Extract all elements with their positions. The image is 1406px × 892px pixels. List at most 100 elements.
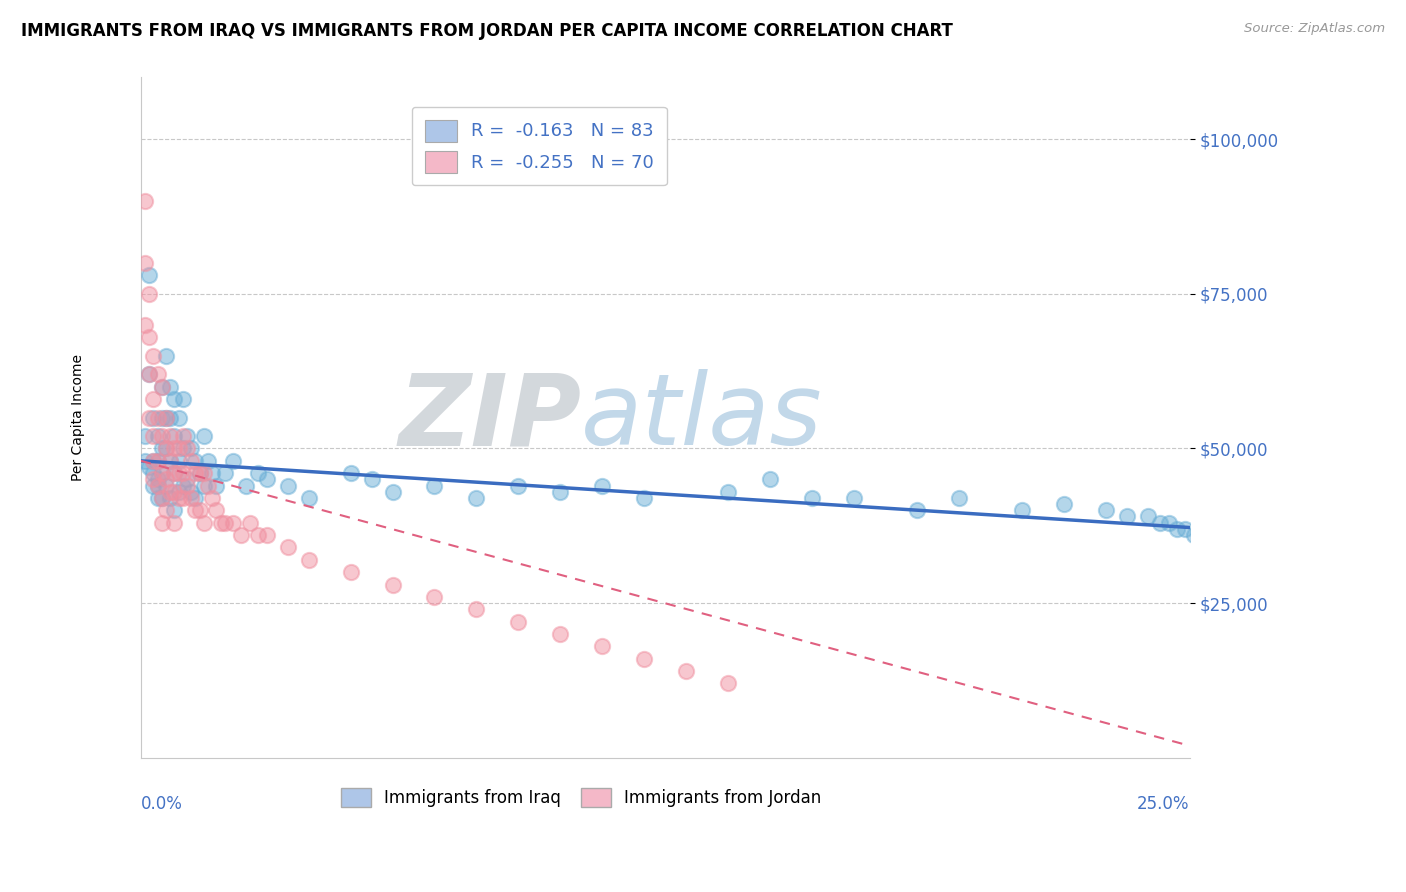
Point [134,318,156,332]
Point [163,484,186,499]
Point [176,472,198,486]
Point [1136,509,1159,524]
Point [172,491,194,505]
Point [277,541,299,555]
Point [235,478,257,492]
Point [1174,522,1197,536]
Point [1011,503,1033,517]
Text: Source: ZipAtlas.com: Source: ZipAtlas.com [1244,22,1385,36]
Point [159,429,181,443]
Point [381,484,404,499]
Point [150,466,173,480]
Point [142,454,165,468]
Point [591,478,613,492]
Point [150,466,173,480]
Point [138,410,160,425]
Point [214,516,236,530]
Point [150,516,173,530]
Point [201,466,224,480]
Point [423,478,446,492]
Point [205,503,228,517]
Text: ZIP: ZIP [398,369,581,466]
Point [142,472,165,486]
Point [163,466,186,480]
Point [193,429,215,443]
Point [163,516,186,530]
Point [842,491,865,505]
Point [167,454,190,468]
Point [142,410,165,425]
Point [1149,516,1171,530]
Point [159,491,181,505]
Point [247,466,270,480]
Point [193,466,215,480]
Point [231,528,253,542]
Point [163,503,186,517]
Point [214,466,236,480]
Point [155,478,177,492]
Point [163,442,186,456]
Point [138,286,160,301]
Y-axis label: Per Capita Income: Per Capita Income [72,354,86,481]
Point [1166,522,1188,536]
Point [550,484,572,499]
Point [180,484,202,499]
Point [423,590,446,604]
Point [142,429,165,443]
Point [209,516,232,530]
Point [222,516,245,530]
Point [150,410,173,425]
Point [172,478,194,492]
Point [193,516,215,530]
Point [159,379,181,393]
Point [205,478,228,492]
Point [138,330,160,344]
Point [633,651,655,665]
Point [138,368,160,382]
Point [1094,503,1116,517]
Point [633,491,655,505]
Point [508,615,530,629]
Point [167,466,190,480]
Point [1199,534,1222,549]
Point [239,516,262,530]
Point [184,454,207,468]
Point [172,442,194,456]
Point [717,676,740,690]
Point [146,472,169,486]
Point [167,410,190,425]
Point [146,368,169,382]
Point [180,491,202,505]
Point [184,491,207,505]
Point [176,478,198,492]
Point [146,429,169,443]
Point [297,491,319,505]
Point [150,442,173,456]
Point [150,491,173,505]
Point [188,503,211,517]
Point [905,503,928,517]
Point [159,410,181,425]
Point [801,491,824,505]
Point [150,491,173,505]
Point [134,429,156,443]
Point [188,466,211,480]
Point [134,194,156,208]
Point [297,553,319,567]
Point [155,472,177,486]
Point [1182,528,1205,542]
Point [138,368,160,382]
Point [172,429,194,443]
Point [155,442,177,456]
Point [277,478,299,492]
Point [222,454,245,468]
Point [1115,509,1137,524]
Point [172,466,194,480]
Point [150,379,173,393]
Point [172,392,194,406]
Point [142,454,165,468]
Point [184,466,207,480]
Point [163,429,186,443]
Point [142,349,165,363]
Point [256,472,278,486]
